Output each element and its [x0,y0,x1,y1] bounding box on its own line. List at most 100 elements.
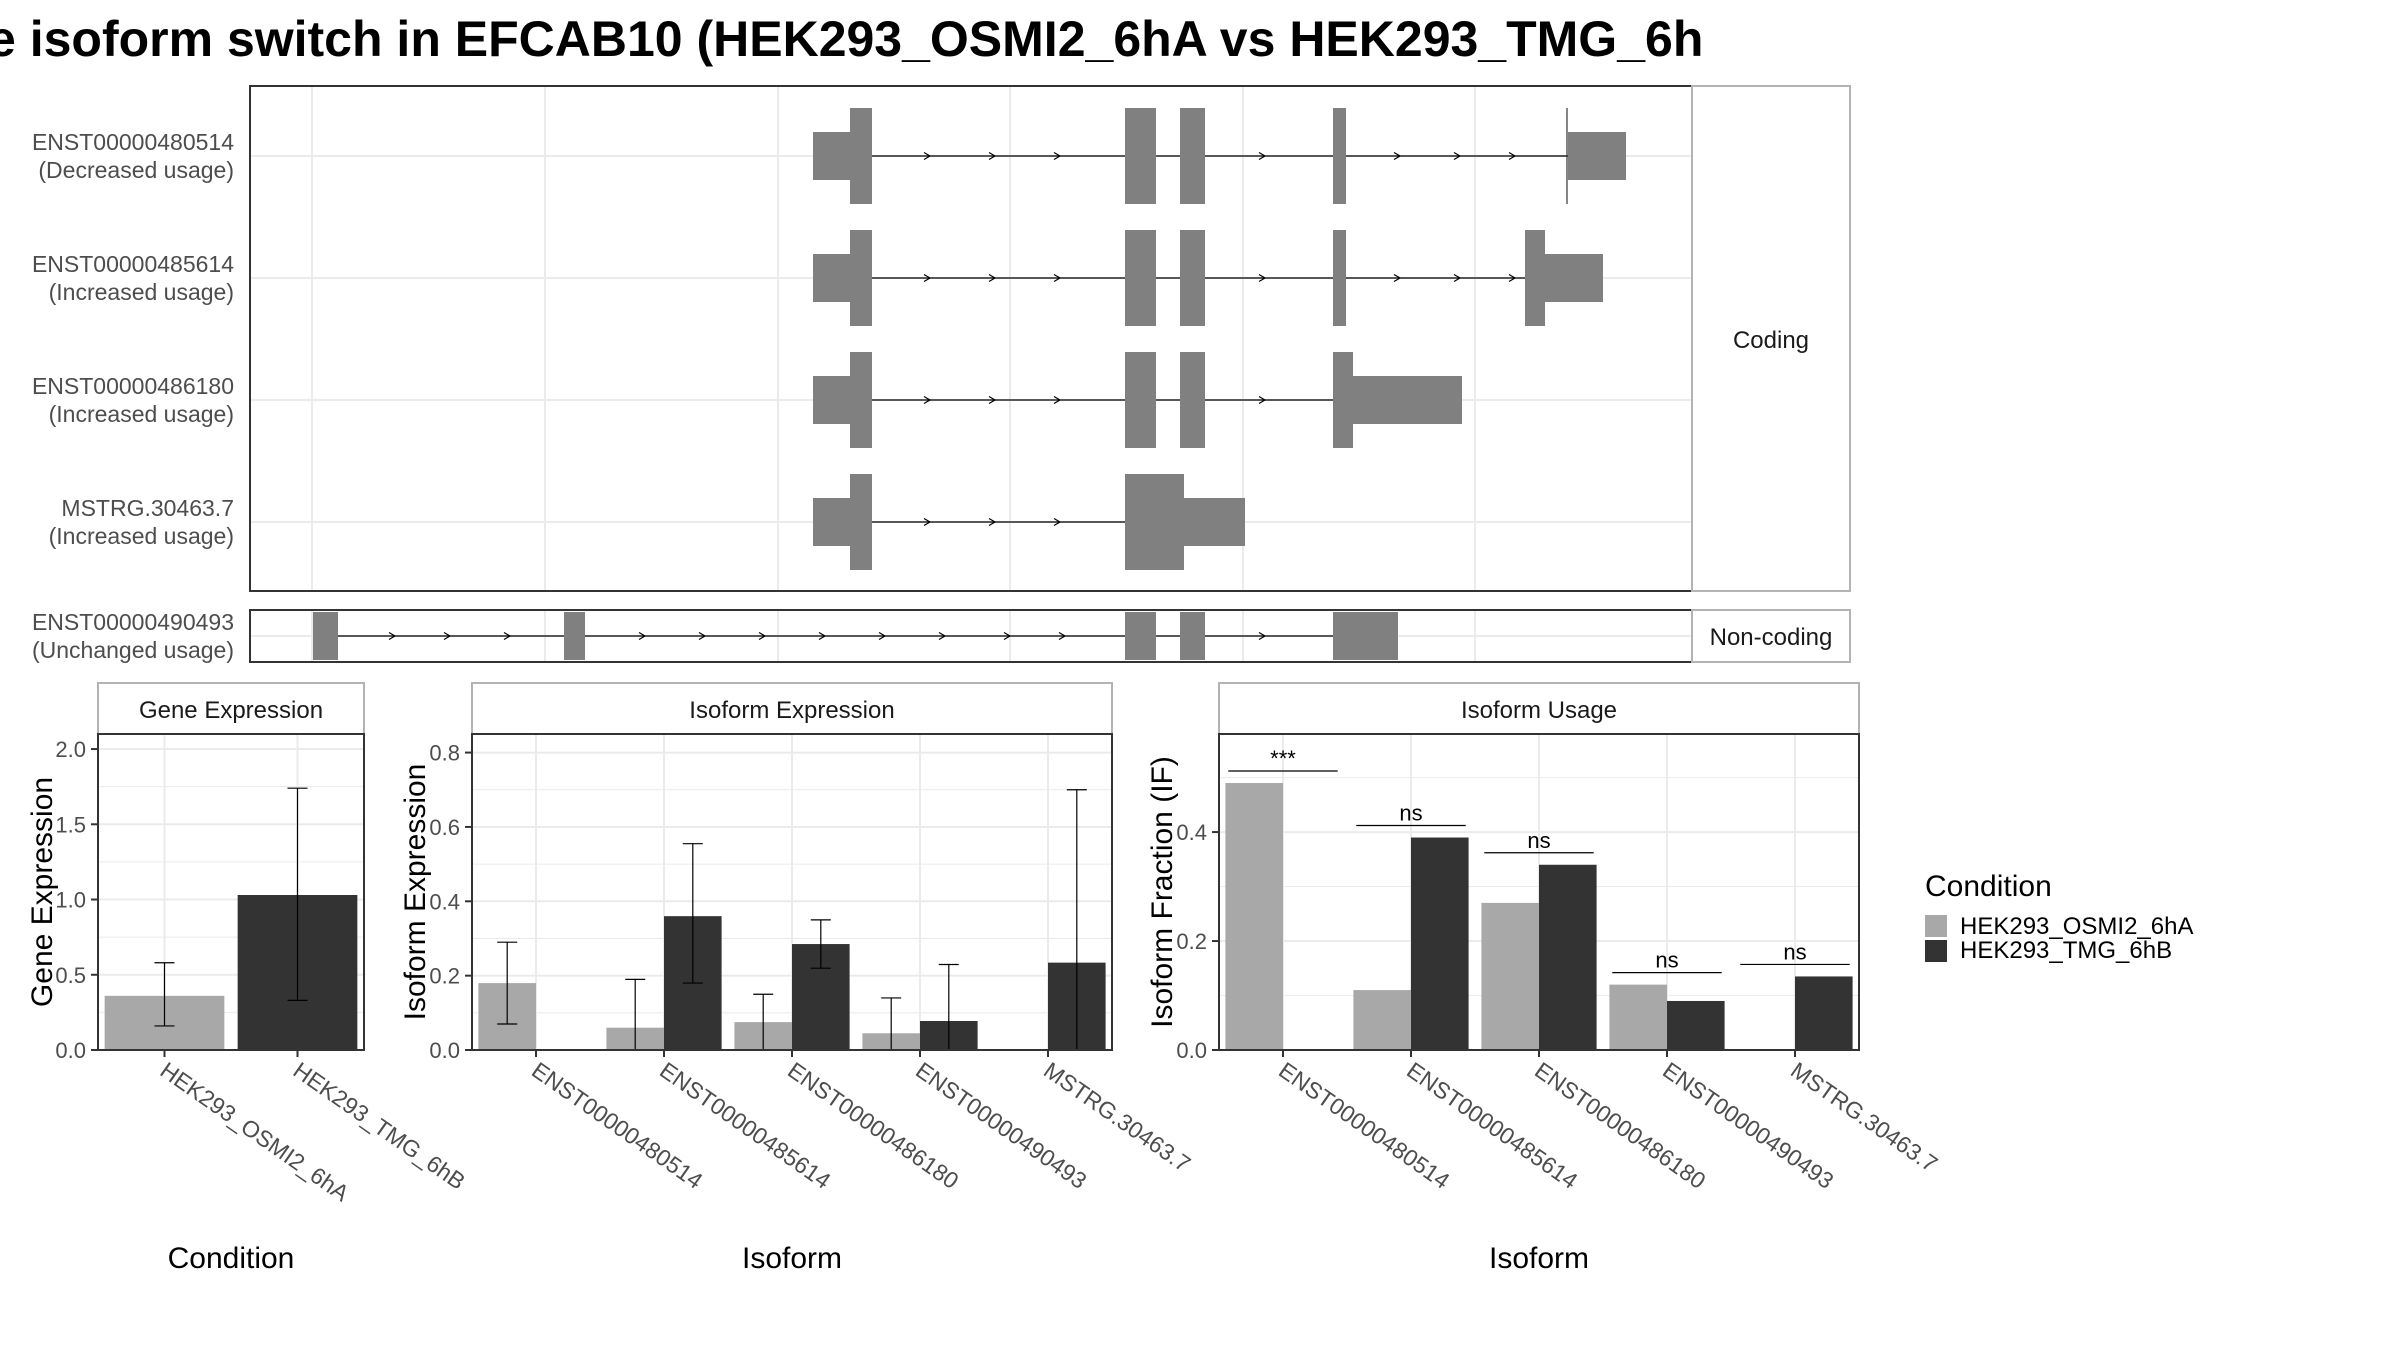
legend-swatch-conda [1925,915,1947,937]
intron-arrow [1258,273,1267,283]
transcript-usage-label: (Increased usage) [49,401,234,427]
intron-arrow [988,151,997,161]
y-tick-label: 0.0 [429,1038,460,1063]
intron-arrow [923,151,932,161]
exon-block [1125,474,1184,570]
significance-label: ns [1399,801,1422,826]
y-tick-label: 0.0 [55,1038,86,1063]
transcript-id-label: ENST00000486180 [32,373,234,399]
intron-arrow [1053,517,1062,527]
x-axis-title: Condition [168,1242,295,1275]
exon-block [850,474,872,570]
intron-arrow [923,273,932,283]
significance-label: ns [1527,828,1550,853]
panel-strip-label: Isoform Expression [689,697,894,724]
isoform-bar [1353,990,1411,1050]
facet-label-coding: Coding [1733,327,1809,354]
exon-block [850,230,872,326]
exon-block [1545,254,1603,302]
legend-label-condb: HEK293_TMG_6hB [1960,937,2172,964]
transcript-usage-label: (Unchanged usage) [32,637,234,663]
exon-block [1525,230,1545,326]
facet-label-noncoding: Non-coding [1710,624,1833,651]
intron-arrow [988,517,997,527]
significance-label: ns [1783,939,1806,964]
isoform-bar [1411,837,1469,1050]
exon-block [1184,498,1245,546]
exon-block [1333,352,1353,448]
bar-panel-border [97,733,365,1051]
intron-arrow [1508,273,1517,283]
exon-block [1125,108,1156,204]
figure-title: e isoform switch in EFCAB10 (HEK293_OSMI… [0,11,1703,67]
intron-arrow [1508,151,1517,161]
exon-block [813,132,850,180]
y-tick-label: 0.0 [1176,1038,1207,1063]
intron-arrow [1393,151,1402,161]
facet-strip-noncoding [1691,609,1851,663]
y-tick-label: 0.8 [429,741,460,766]
intron-arrow [878,631,887,641]
exon-block [1353,376,1462,424]
y-tick-label: 2.0 [55,737,86,762]
intron-arrow [988,395,997,405]
exon-block [850,352,872,448]
exon-block [813,498,850,546]
y-tick-label: 0.5 [55,963,86,988]
legend-title: Condition [1925,870,2052,903]
intron-arrow [1258,631,1267,641]
y-tick-label: 0.6 [429,815,460,840]
exon-block [1125,352,1156,448]
y-axis-title: Isoform Expression [399,764,432,1021]
intron-arrow [1393,273,1402,283]
intron-arrow [818,631,827,641]
isoform-bar [1795,976,1853,1050]
transcript-id-label: MSTRG.30463.7 [61,495,234,521]
intron-arrow [1053,395,1062,405]
isoform-bar [1667,1000,1725,1050]
y-axis-title: Isoform Fraction (IF) [1146,756,1179,1028]
exon-block [1333,108,1346,204]
intron-arrow [443,631,452,641]
exon-block [1125,612,1156,660]
x-axis-title: Isoform [1489,1242,1589,1275]
intron-arrow [758,631,767,641]
intron-arrow [1258,151,1267,161]
panel-strip [97,682,365,735]
intron-arrow [1003,631,1012,641]
transcript-id-label: ENST00000490493 [32,609,234,635]
y-tick-label: 0.2 [429,964,460,989]
intron-arrow [388,631,397,641]
exon-block [313,612,338,660]
intron-arrow [1053,151,1062,161]
exon-block [1333,612,1398,660]
legend-swatch-condb [1925,940,1947,962]
exon-block [1568,132,1626,180]
intron-arrow [1053,273,1062,283]
intron-arrow [938,631,947,641]
panel-strip-label: Gene Expression [139,697,323,724]
expression-bar-panels: Gene Expression0.00.51.01.52.0HEK293_OSM… [26,682,1942,1275]
isoform-bar [1539,864,1597,1050]
exon-block [850,108,872,204]
exon-block [1180,612,1205,660]
intron-arrow [923,517,932,527]
transcript-structure-panel: Coding Non-coding ENST00000480514(Decrease… [32,85,1851,663]
y-tick-label: 0.4 [429,889,460,914]
panel-strip-label: Isoform Usage [1461,697,1617,724]
intron-arrow [1058,631,1067,641]
exon-block [1180,352,1205,448]
exon-block [813,254,850,302]
isoform-bar [1225,783,1283,1050]
intron-arrow [1453,273,1462,283]
transcript-usage-label: (Decreased usage) [38,157,234,183]
transcript-usage-label: (Increased usage) [49,523,234,549]
intron-arrow [923,395,932,405]
transcript-usage-label: (Increased usage) [49,279,234,305]
intron-arrow [638,631,647,641]
intron-arrow [1258,395,1267,405]
intron-arrow [988,273,997,283]
facet-strip-coding [1691,85,1851,592]
transcript-id-label: ENST00000480514 [32,129,234,155]
